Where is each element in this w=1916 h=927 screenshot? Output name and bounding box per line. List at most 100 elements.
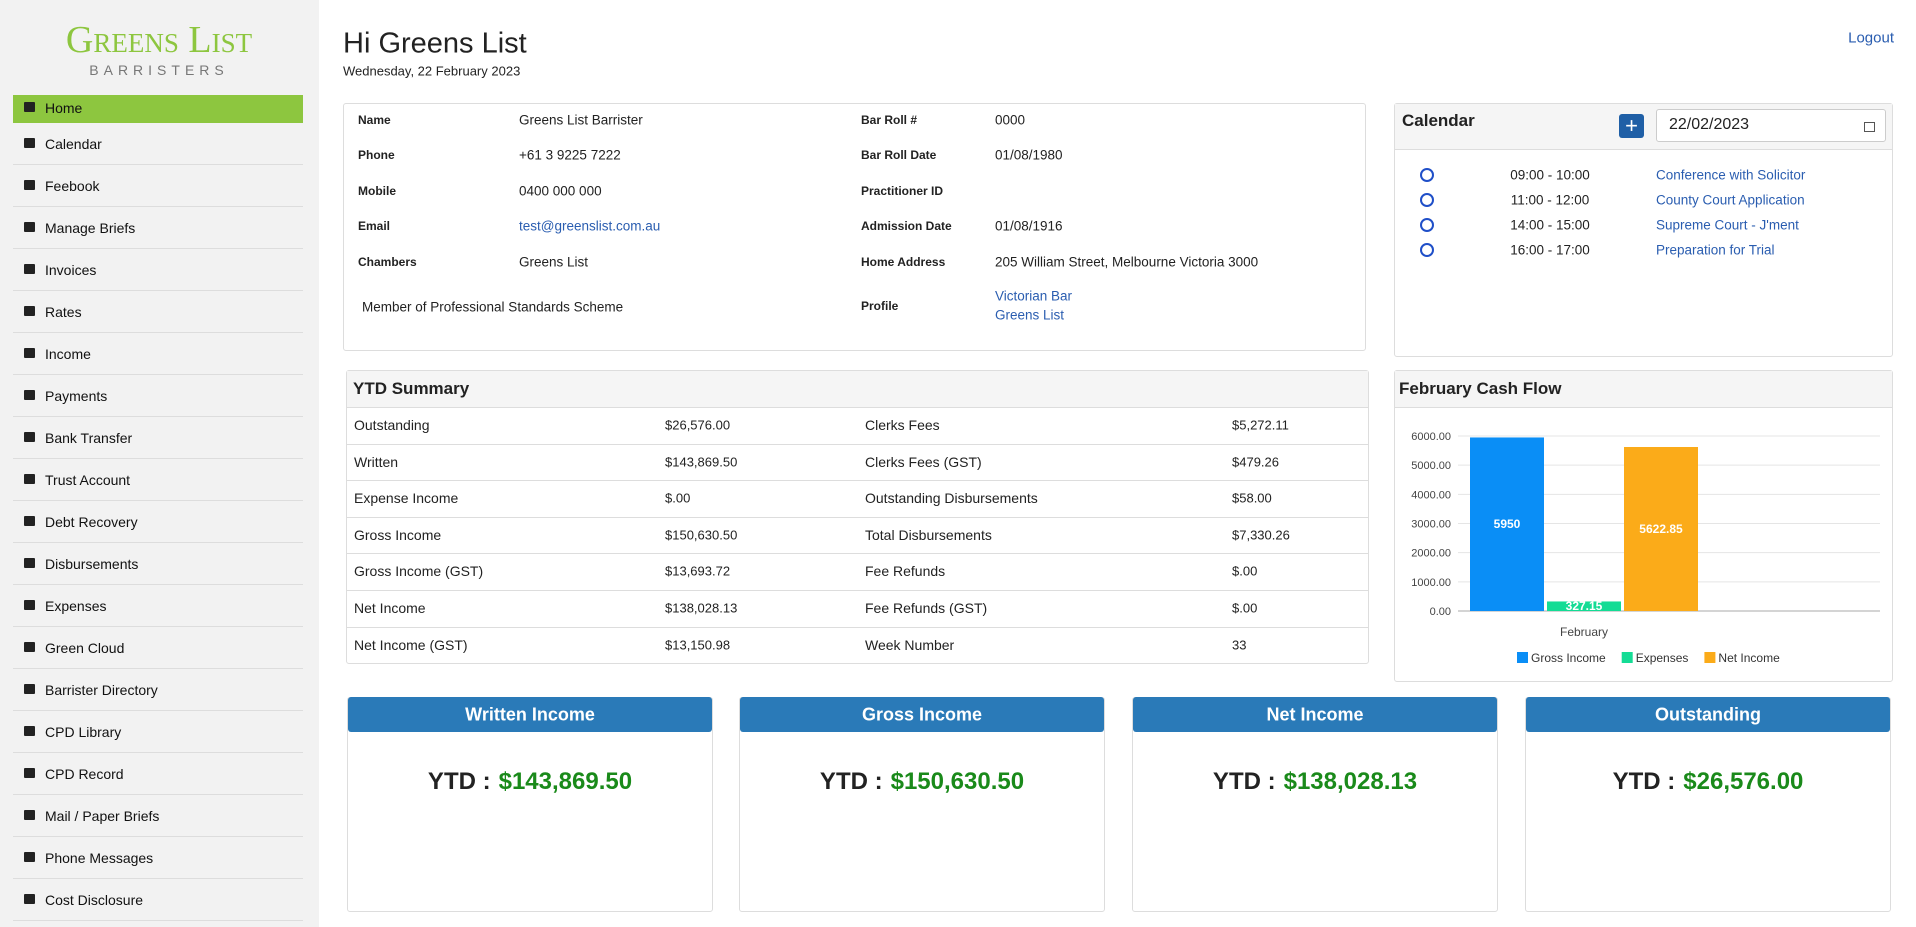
field-value: 0400 000 000 [519, 183, 602, 199]
card-header [1133, 697, 1497, 732]
y-tick-label: 5000.00 [1411, 460, 1451, 472]
data-label: 327.15 [1566, 599, 1603, 613]
ytd-cell: Outstanding [354, 417, 430, 433]
nav-separator [13, 542, 303, 543]
card-title: Written Income [465, 704, 595, 725]
ytd-cell: Total Disbursements [865, 526, 992, 543]
nav-icon [24, 894, 35, 904]
nav-icon [24, 768, 35, 778]
nav-separator [13, 710, 303, 711]
date-value[interactable]: 22/02/2023 [1669, 116, 1750, 133]
profile-panel [343, 103, 1366, 351]
row-line [347, 516, 1368, 518]
nav-item[interactable]: Calendar [45, 136, 102, 152]
x-tick-label: February [1560, 625, 1608, 639]
nav-icon [24, 642, 35, 652]
nav-item[interactable]: Trust Account [45, 472, 131, 488]
calendar-title: Calendar [1402, 111, 1475, 130]
greeting: Hi Greens List [343, 27, 527, 60]
card-title: Outstanding [1655, 704, 1761, 725]
event-title[interactable]: County Court Application [1656, 192, 1805, 208]
nav-separator [13, 500, 303, 501]
cash-flow-header [1395, 371, 1892, 408]
ytd-panel [346, 370, 1369, 664]
nav-separator [13, 290, 303, 291]
field-label: Phone [358, 148, 395, 162]
y-tick-label: 3000.00 [1411, 519, 1451, 531]
nav-separator [13, 206, 303, 207]
nav-item[interactable]: Expenses [45, 598, 107, 614]
event-time: 16:00 - 17:00 [1510, 242, 1590, 258]
card-value-row: YTD : $150,630.50 [820, 768, 1024, 796]
nav-item[interactable]: Payments [45, 388, 108, 404]
ytd-cell: Gross Income [354, 526, 442, 543]
nav-active [13, 95, 303, 123]
sidebar [0, 0, 319, 927]
profile-link[interactable]: Victorian Bar [995, 288, 1073, 304]
nav-icon [24, 138, 35, 148]
field-label: Admission Date [861, 219, 952, 233]
ytd-cell: Gross Income (GST) [354, 563, 484, 580]
nav-item[interactable]: Debt Recovery [45, 514, 138, 530]
nav-icon [24, 516, 35, 526]
y-tick-label: 0.00 [1430, 606, 1451, 618]
logout[interactable]: Logout [1848, 29, 1894, 47]
event-title[interactable]: Conference with Solicitor [1656, 167, 1806, 183]
field-label: Mobile [358, 184, 396, 198]
nav-separator [13, 458, 303, 459]
ytd-cell: $150,630.50 [665, 527, 738, 543]
ytd-cell: $13,693.72 [665, 563, 731, 579]
ytd-cell: Expense Income [354, 490, 459, 507]
nav-item[interactable]: Green Cloud [45, 640, 125, 656]
ytd-cell: $479.26 [1232, 454, 1279, 470]
nav-item[interactable]: Barrister Directory [45, 682, 158, 698]
ytd-cell: $.00 [1232, 600, 1258, 616]
nav-item[interactable]: CPD Record [45, 766, 124, 782]
nav-separator [13, 584, 303, 585]
nav-item[interactable]: Cost Disclosure [45, 892, 144, 908]
ytd-cell: $13,150.98 [665, 637, 731, 653]
field-label: Email [358, 219, 391, 233]
card-value-row: YTD : $26,576.00 [1613, 768, 1804, 796]
row-line [347, 480, 1368, 482]
nav-separator [13, 164, 303, 165]
calendar-panel [1394, 103, 1893, 357]
field-label: Chambers [358, 255, 417, 269]
nav-item[interactable]: CPD Library [45, 724, 122, 740]
nav-item[interactable]: Income [45, 346, 91, 362]
card-value: $138,028.13 [1283, 768, 1418, 795]
y-tick-label: 4000.00 [1411, 489, 1451, 501]
card-prefix: YTD : [1212, 768, 1276, 795]
nav-item[interactable]: Bank Transfer [45, 430, 133, 446]
field-label: Bar Roll Date [861, 148, 937, 162]
add-event-button[interactable]: + [1619, 114, 1644, 138]
nav-item[interactable]: Manage Briefs [45, 220, 136, 236]
event-title[interactable]: Supreme Court - J'ment [1656, 217, 1799, 233]
nav-separator [13, 626, 303, 627]
ytd-cell: Fee Refunds (GST) [865, 600, 988, 616]
nav-item[interactable]: Rates [45, 304, 82, 320]
nav-item[interactable]: Invoices [45, 262, 97, 278]
event-title[interactable]: Preparation for Trial [1656, 242, 1775, 258]
event-marker [1420, 218, 1434, 232]
profile-link[interactable]: Greens List [995, 307, 1065, 323]
field-value[interactable]: test@greenslist.com.au [519, 218, 661, 234]
date-input[interactable] [1656, 109, 1886, 142]
nav-separator [13, 248, 303, 249]
ytd-cell: $5,272.11 [1232, 417, 1289, 433]
nav-item[interactable]: Home [45, 100, 83, 116]
nav-item[interactable]: Phone Messages [45, 850, 154, 866]
nav-icon [24, 264, 35, 274]
ytd-cell: Fee Refunds [865, 563, 946, 580]
membership: Member of Professional Standards Scheme [362, 299, 624, 315]
ytd-cell: Written [354, 453, 399, 470]
nav-item[interactable]: Feebook [45, 178, 100, 194]
nav-item[interactable]: Disbursements [45, 556, 139, 572]
ytd-cell: $138,028.13 [665, 600, 738, 616]
nav-icon [24, 600, 35, 610]
field-value: +61 3 9225 7222 [519, 147, 621, 163]
ytd-cell: $58.00 [1232, 490, 1272, 506]
ytd-cell: Outstanding Disbursements [865, 490, 1038, 507]
nav-item[interactable]: Mail / Paper Briefs [45, 808, 160, 824]
